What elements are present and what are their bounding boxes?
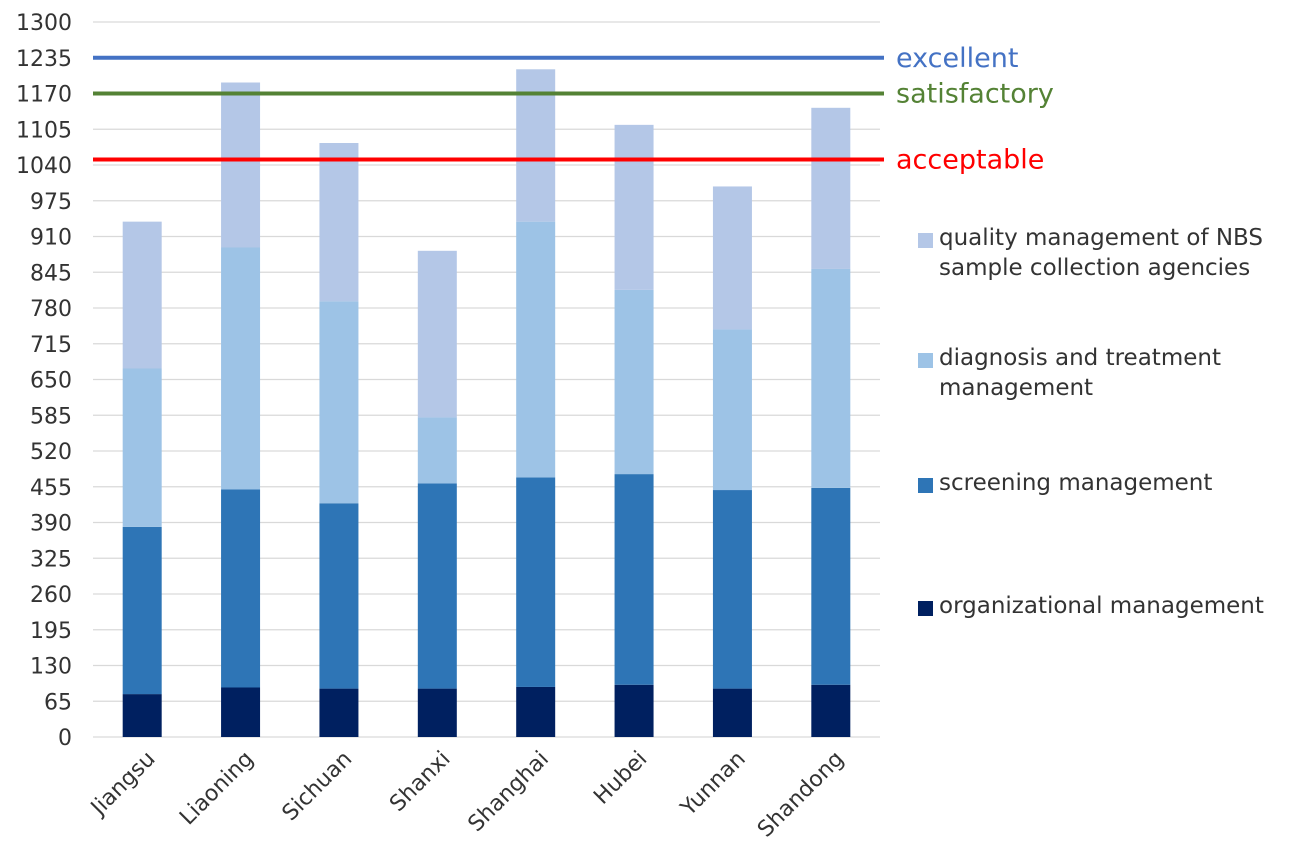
reference-lines: excellent satisfactory acceptable (93, 43, 1054, 176)
bar-segment (614, 124, 654, 290)
bar-segment (319, 503, 359, 689)
x-category-label: Liaoning (175, 747, 259, 831)
x-category-label: Hubei (589, 747, 652, 810)
y-tick-label: 845 (30, 261, 72, 286)
bar-segment (221, 82, 261, 248)
bar-segment (712, 329, 752, 491)
bar-segment (319, 688, 359, 737)
bar-segment (221, 489, 261, 688)
y-tick-label: 1105 (16, 118, 72, 143)
y-tick-label: 65 (44, 690, 72, 715)
y-tick-label: 1300 (16, 11, 72, 36)
reference-line-label: satisfactory (896, 79, 1054, 110)
y-tick-label: 195 (30, 619, 72, 644)
x-category-label: Shanghai (464, 747, 554, 837)
bar-segment (221, 247, 261, 490)
bar-segment (516, 686, 556, 737)
y-tick-label: 390 (30, 512, 72, 537)
legend-label: screening management (939, 470, 1213, 496)
y-tick-label: 1040 (16, 154, 72, 179)
legend-label: organizational management (939, 593, 1264, 619)
x-category-label: Sichuan (278, 747, 358, 827)
legend-label: diagnosis and treatment management (939, 345, 1221, 401)
y-tick-label: 585 (30, 404, 72, 429)
y-tick-label: 455 (30, 476, 72, 501)
y-tick-label: 975 (30, 190, 72, 215)
bar-segment (516, 221, 556, 478)
bar-segment (417, 417, 457, 484)
y-tick-label: 325 (30, 547, 72, 572)
bar-segment (614, 289, 654, 475)
legend-item: organizational management (918, 591, 1308, 621)
bar-segment (614, 474, 654, 685)
bar-segment (712, 186, 752, 330)
reference-line-label: excellent (896, 43, 1018, 74)
legend-item: diagnosis and treatment management (918, 343, 1308, 403)
x-axis-category-labels: Jiangsu Liaoning Sichuan Shanxi Shanghai Hube… (85, 747, 849, 843)
legend-swatch (918, 478, 933, 493)
bar-segment (811, 107, 851, 269)
legend: quality management of NBS sample collect… (918, 0, 1308, 857)
x-category-label: Shanxi (385, 747, 455, 817)
x-category-label: Shandong (753, 747, 849, 843)
bar-segment (221, 687, 261, 737)
bar-segment (122, 368, 162, 527)
legend-item: quality management of NBS sample collect… (918, 223, 1308, 283)
x-category-label: Yunnan (676, 747, 751, 822)
y-tick-label: 130 (30, 655, 72, 680)
bar-segment (122, 694, 162, 737)
bars (122, 69, 851, 737)
y-tick-label: 260 (30, 583, 72, 608)
legend-swatch (918, 601, 933, 616)
y-tick-label: 715 (30, 333, 72, 358)
y-tick-label: 1170 (16, 83, 72, 108)
y-tick-label: 1235 (16, 47, 72, 72)
gridlines (93, 21, 880, 738)
y-axis-tick-labels: 0 65 130 195 260 325 390 455 520 585 650 715 780 845 9… (16, 11, 72, 751)
bar-segment (417, 250, 457, 418)
bar-segment (811, 684, 851, 737)
legend-swatch (918, 233, 933, 248)
bar-segment (712, 490, 752, 689)
bar-segment (811, 268, 851, 488)
y-tick-label: 0 (58, 726, 72, 751)
bar-segment (811, 487, 851, 685)
y-tick-label: 780 (30, 297, 72, 322)
bar-segment (319, 143, 359, 302)
bar-segment (417, 688, 457, 737)
bar-segment (417, 483, 457, 689)
reference-line-label: acceptable (896, 145, 1044, 176)
bar-segment (712, 688, 752, 737)
bar-segment (516, 477, 556, 687)
bar-segment (122, 221, 162, 369)
y-tick-label: 650 (30, 369, 72, 394)
y-tick-label: 520 (30, 440, 72, 465)
bar-segment (614, 684, 654, 737)
legend-label: quality management of NBS sample collect… (939, 225, 1264, 281)
legend-item: screening management (918, 468, 1308, 498)
bar-segment (319, 301, 359, 504)
bar-segment (122, 526, 162, 695)
y-tick-label: 910 (30, 226, 72, 251)
legend-swatch (918, 353, 933, 368)
x-category-label: Jiangsu (85, 747, 160, 822)
